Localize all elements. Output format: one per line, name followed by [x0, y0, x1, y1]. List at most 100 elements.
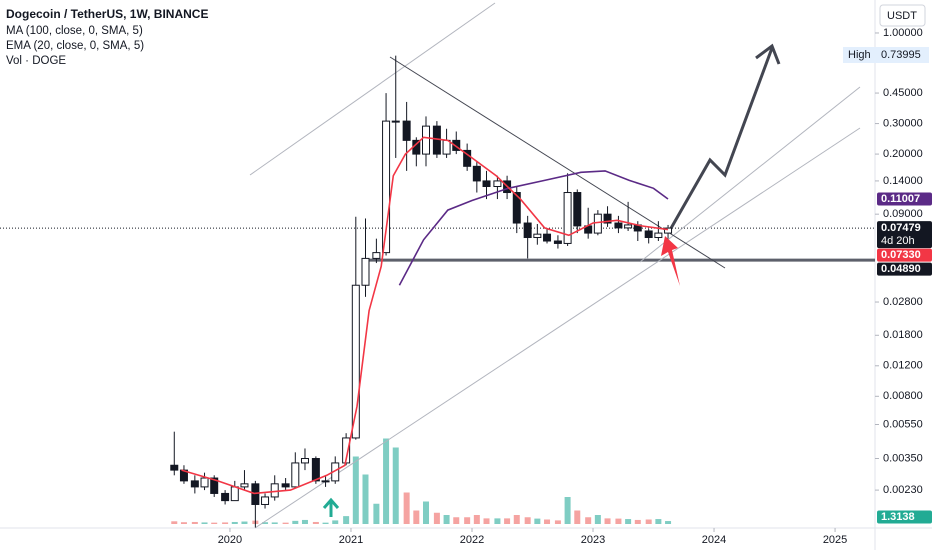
indicator-line	[181, 136, 669, 495]
volume-bar	[201, 522, 208, 524]
volume-bar	[271, 522, 278, 524]
currency-button[interactable]	[879, 4, 926, 27]
volume-bar	[554, 520, 561, 524]
candle-body	[654, 232, 663, 239]
channel-line	[249, 2, 496, 176]
legend-ema: EMA (20, close, 0, SMA, 5)	[6, 40, 144, 52]
candle-body	[553, 240, 562, 244]
support-badge-bg	[877, 262, 932, 276]
candle-body	[170, 464, 179, 471]
currency-label: USDT	[887, 10, 917, 22]
volume-bar	[634, 519, 641, 524]
volume-bar	[615, 518, 622, 524]
candle-body	[382, 120, 391, 254]
volume-bar	[403, 492, 410, 524]
volume-bar	[494, 518, 501, 524]
volume-bar	[645, 519, 652, 524]
volume-bar	[524, 517, 531, 524]
ma-badge: 0.11007	[881, 193, 920, 205]
candle-body	[402, 120, 411, 141]
ma-badge-bg	[877, 192, 932, 206]
high-value: 0.73995	[881, 49, 921, 61]
countdown: 4d 20h	[881, 235, 915, 247]
y-tick-label: 1.00000	[883, 27, 923, 39]
y-tick-label: 0.00350	[883, 452, 923, 464]
x-tick-label: 2024	[702, 534, 726, 546]
y-tick-label: 0.01200	[883, 360, 923, 372]
candle-body	[221, 492, 230, 502]
legend-volume: Vol · DOGE	[6, 55, 66, 67]
volume-bar	[655, 519, 662, 524]
volume-bar	[513, 515, 520, 524]
projection-arrow	[668, 47, 774, 231]
volume-bar	[373, 503, 380, 524]
volume-bar	[544, 519, 551, 524]
volume-bar	[362, 474, 369, 524]
candle-body	[603, 213, 612, 224]
volume-bar	[312, 521, 319, 524]
candle-body	[543, 233, 552, 242]
volume-bar	[383, 438, 390, 524]
y-tick-label: 0.01800	[883, 329, 923, 341]
candle-body	[614, 222, 623, 229]
volume-bar	[171, 521, 178, 524]
volume-bar	[211, 522, 218, 524]
green-arrow	[322, 497, 340, 517]
volume-bar	[594, 515, 601, 524]
indicator-line	[398, 170, 669, 286]
price-badge: 0.07479	[881, 222, 921, 234]
volume-bar	[332, 520, 339, 524]
channel-line	[254, 127, 861, 529]
volume-bar	[191, 521, 198, 524]
candle-body	[190, 480, 199, 488]
channel-line	[639, 86, 861, 263]
volume-bar	[301, 519, 308, 524]
volume-badge: 1.3138	[881, 511, 915, 523]
ema-badge: 0.07330	[881, 249, 921, 261]
legend-ma: MA (100, close, 0, SMA, 5)	[6, 25, 143, 37]
x-tick-label: 2025	[823, 534, 847, 546]
y-tick-label: 0.00230	[883, 484, 923, 496]
volume-bar	[413, 510, 420, 524]
candle-body	[624, 224, 633, 229]
volume-bar	[464, 517, 471, 524]
x-tick-label: 2023	[581, 534, 605, 546]
drawings	[249, 2, 861, 529]
volume-bar	[574, 510, 581, 524]
arrow-head	[755, 43, 781, 65]
candle-body	[261, 496, 270, 505]
y-tick-label: 0.14000	[883, 175, 923, 187]
y-tick-label: 0.09000	[883, 208, 923, 220]
candle-body	[351, 284, 360, 439]
candle-body	[210, 477, 219, 494]
support-badge: 0.04890	[881, 263, 921, 275]
high-label: High	[848, 49, 871, 61]
candle-body	[533, 233, 542, 239]
volume-bar	[322, 522, 329, 524]
candle-body	[442, 139, 451, 155]
volume-bar	[343, 516, 350, 524]
candle-body	[664, 227, 673, 234]
high-bg	[843, 47, 929, 63]
candle-body	[270, 483, 279, 498]
volume-bar	[443, 515, 450, 524]
x-tick-label: 2020	[218, 534, 242, 546]
volume-bar	[534, 518, 541, 524]
y-tick-label: 0.30000	[883, 117, 923, 129]
candle-body	[644, 230, 653, 239]
volume-bar	[282, 522, 289, 524]
ema-badge-bg	[877, 248, 932, 262]
candle-body	[251, 483, 260, 505]
candle-body	[300, 458, 309, 464]
volume-bar	[453, 517, 460, 524]
candle-body	[372, 252, 381, 259]
candle-body	[281, 483, 290, 488]
volume-bar	[231, 521, 238, 524]
volume-bar	[604, 518, 611, 524]
candle-body	[200, 477, 209, 488]
candle-body	[452, 139, 461, 151]
y-tick-label: 0.02800	[883, 296, 923, 308]
candle-body	[472, 165, 481, 182]
